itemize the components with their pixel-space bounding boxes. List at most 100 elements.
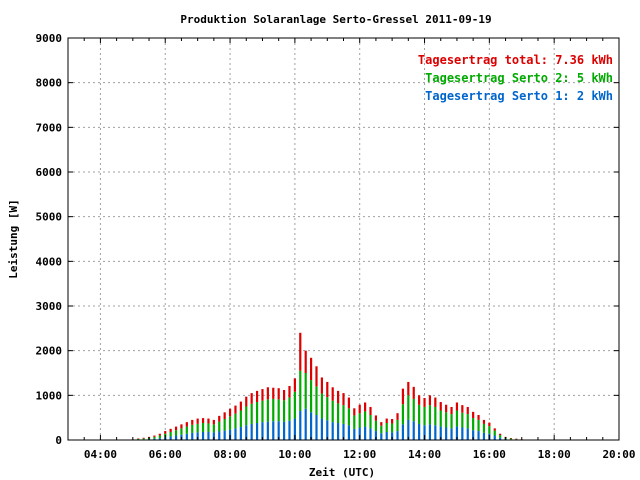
- bar-segment: [315, 414, 318, 440]
- bar-segment: [185, 433, 188, 440]
- ticks: 0 1000 2000 3000 4000 5000 6000 7000 8000 9000 04:…: [36, 32, 636, 461]
- bar-segment: [245, 396, 248, 407]
- y-tick-label: 2000: [36, 345, 63, 358]
- bar-segment: [196, 432, 199, 440]
- bar-segment: [418, 395, 421, 405]
- bar-segment: [466, 428, 469, 440]
- bar-segment: [428, 405, 432, 425]
- bar-segment: [331, 387, 334, 401]
- y-tick-label: 4000: [36, 255, 63, 268]
- bar-segment: [445, 427, 448, 440]
- bar-segment: [277, 421, 280, 440]
- bar-segment: [223, 430, 226, 440]
- y-tick-label: 7000: [36, 121, 63, 134]
- legend-entry: Tagesertrag total: 7.36 kWh: [418, 53, 613, 67]
- bar-segment: [158, 435, 161, 439]
- bar-segment: [196, 423, 199, 433]
- y-tick-label: 6000: [36, 166, 63, 179]
- bar-segment: [201, 431, 205, 440]
- bar-segment: [223, 419, 226, 431]
- bar-segment: [488, 426, 491, 434]
- bar-segment: [499, 435, 502, 438]
- bar-segment: [477, 431, 480, 440]
- bar-segment: [320, 393, 323, 419]
- bar-segment: [158, 433, 161, 436]
- bar-segment: [439, 426, 442, 440]
- bar-segment: [482, 432, 486, 440]
- bar-segment: [482, 419, 486, 424]
- x-tick-label: 04:00: [84, 448, 117, 461]
- bar-segment: [239, 401, 242, 411]
- bar-segment: [228, 408, 232, 417]
- bar-segment: [277, 388, 280, 400]
- x-tick-label: 08:00: [213, 448, 246, 461]
- bar-segment: [466, 406, 469, 415]
- bar-segment: [142, 437, 145, 439]
- bar-segment: [228, 429, 232, 440]
- bar-segment: [428, 424, 432, 440]
- bar-segment: [288, 420, 291, 440]
- bar-segment: [266, 421, 269, 440]
- bar-segment: [282, 421, 286, 440]
- bar-segment: [466, 414, 469, 429]
- bar-segment: [396, 413, 399, 420]
- bar-segment: [461, 412, 464, 428]
- bar-segment: [380, 425, 383, 434]
- bar-segment: [153, 436, 156, 439]
- bar-segment: [255, 402, 259, 424]
- bar-segment: [218, 421, 221, 432]
- bar-segment: [509, 437, 513, 439]
- bar-segment: [369, 428, 372, 440]
- bar-segment: [309, 357, 313, 381]
- bar-segment: [423, 425, 426, 440]
- bar-segment: [391, 419, 394, 424]
- bar-segment: [353, 408, 356, 416]
- bar-segment: [374, 415, 378, 421]
- bar-segment: [358, 413, 361, 428]
- bar-segment: [515, 439, 518, 440]
- bar-segment: [266, 399, 269, 422]
- bar-segment: [304, 350, 307, 373]
- bar-segment: [261, 389, 264, 401]
- bar-segment: [212, 424, 215, 433]
- bar-segment: [245, 425, 248, 440]
- bar-segment: [255, 390, 259, 403]
- bar-segment: [472, 418, 475, 431]
- bar-segment: [207, 431, 210, 440]
- bar-segment: [293, 418, 296, 440]
- bar-segment: [277, 399, 280, 422]
- bar-segment: [331, 422, 334, 440]
- bar-segment: [272, 387, 275, 399]
- bar-segment: [299, 332, 302, 371]
- bar-segment: [245, 406, 248, 426]
- bar-segment: [326, 420, 329, 440]
- bar-segment: [509, 438, 513, 440]
- bar-segment: [272, 398, 275, 422]
- chart-title: Produktion Solaranlage Serto-Gressel 201…: [180, 13, 491, 26]
- x-tick-label: 10:00: [278, 448, 311, 461]
- bar-segment: [358, 427, 361, 440]
- bar-segment: [342, 405, 345, 424]
- bar-segment: [450, 428, 453, 440]
- bar-segment: [207, 423, 210, 432]
- bar-segment: [309, 412, 313, 440]
- bar-segment: [191, 432, 194, 440]
- bar-segment: [142, 438, 145, 440]
- bar-segment: [282, 400, 286, 422]
- bar-segment: [207, 418, 210, 424]
- bar-segment: [347, 408, 350, 426]
- bar-segment: [423, 398, 426, 407]
- bar-segment: [515, 438, 518, 440]
- bar-segment: [174, 430, 178, 436]
- bar-segment: [385, 423, 388, 432]
- bar-segment: [250, 403, 253, 424]
- bar-segment: [472, 430, 475, 440]
- y-tick-label: 1000: [36, 389, 63, 402]
- bar-segment: [299, 370, 302, 411]
- y-tick-label: 8000: [36, 77, 63, 90]
- bar-segment: [374, 431, 378, 440]
- bar-segment: [380, 422, 383, 426]
- bar-segment: [304, 373, 307, 409]
- legend: Tagesertrag total: 7.36 kWh Tagesertrag S…: [418, 53, 613, 103]
- bar-segment: [482, 423, 486, 433]
